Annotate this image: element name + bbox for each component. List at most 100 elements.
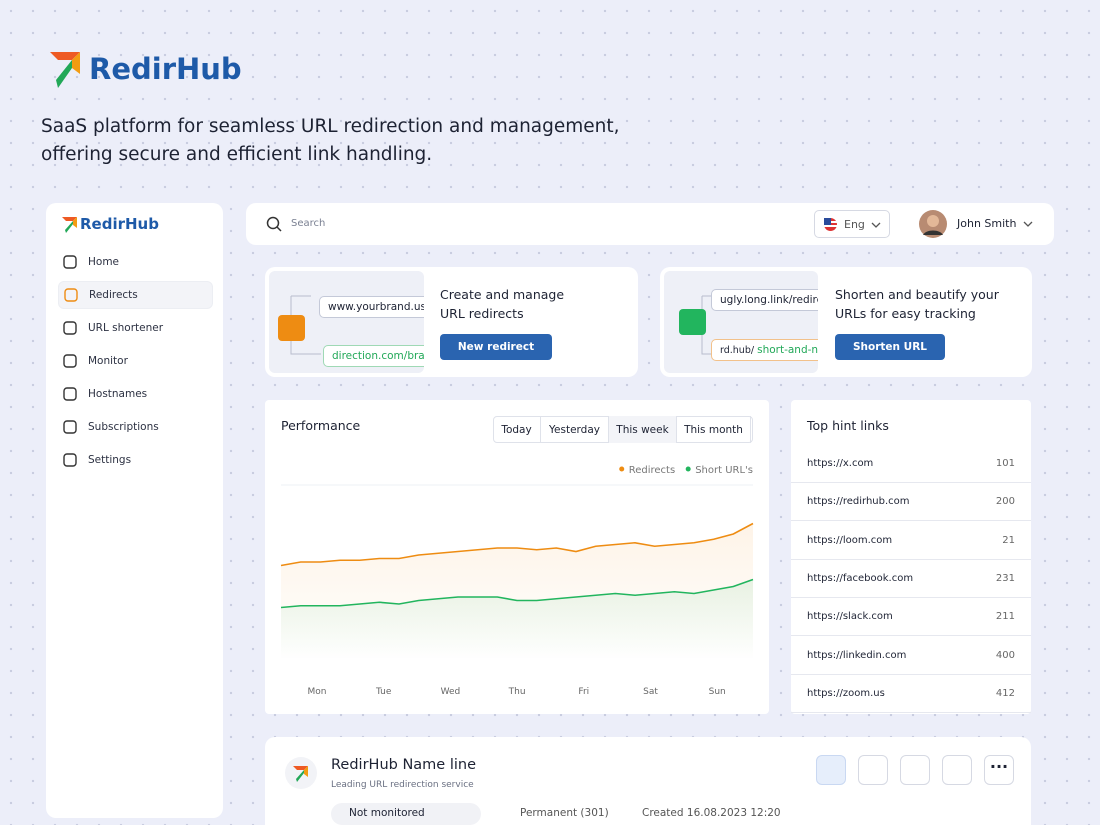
button-label: New redirect xyxy=(457,341,535,353)
chevron xyxy=(871,222,881,228)
link-count: 231 xyxy=(995,572,1015,584)
shorten-url-button[interactable]: Shorten URL xyxy=(835,334,945,360)
button-label: Shorten URL xyxy=(852,341,927,353)
icon-shape xyxy=(63,387,77,401)
monitor-tag: Not monitored xyxy=(331,803,481,825)
chevron xyxy=(1023,221,1033,227)
link-url[interactable]: https://linkedin.com xyxy=(807,649,907,661)
nav-icon xyxy=(63,321,77,335)
tag-label: Not monitored xyxy=(349,807,425,819)
performance-card: Performance Short URL's Redirects Mon Tue We… xyxy=(265,400,769,714)
sidebar: RedirHub Home Redirects URL shortener Monit… xyxy=(46,203,223,818)
icon-shape xyxy=(63,255,77,269)
nav-label: Hostnames xyxy=(88,388,148,400)
link-row: https://linkedin.com 400 xyxy=(791,637,1031,675)
search-input[interactable]: Search xyxy=(291,218,326,229)
tab[interactable]: Today xyxy=(493,416,541,443)
type-tag: Permanent (301) xyxy=(520,807,609,819)
avatar[interactable] xyxy=(919,210,947,238)
link-count: 211 xyxy=(995,611,1015,623)
nav-item[interactable]: Home xyxy=(58,248,213,276)
promo-text: Create and manage URL redirects xyxy=(440,285,564,323)
item-logo xyxy=(285,757,317,789)
x-tick-label: Tue xyxy=(375,687,392,697)
link-count: 400 xyxy=(995,649,1015,661)
open-button[interactable] xyxy=(858,755,888,785)
x-tick-label: Fri xyxy=(578,687,589,697)
url-pill: rd.hub/ short-and-nice xyxy=(711,339,818,361)
link-url[interactable]: https://slack.com xyxy=(807,611,893,623)
nav-item[interactable]: Settings xyxy=(58,446,213,474)
x-tick-label: Wed xyxy=(441,687,461,697)
url-pill: direction.com/brand xyxy=(323,345,424,367)
nav-icon xyxy=(63,387,77,401)
tab[interactable]: This week xyxy=(609,416,677,443)
qr-button[interactable] xyxy=(900,755,930,785)
nav-icon xyxy=(63,453,77,467)
line xyxy=(280,522,754,567)
sidebar-brand: RedirHub xyxy=(80,215,159,233)
x-tick-label: Mon xyxy=(308,687,327,697)
tagline-line: SaaS platform for seamless URL redirecti… xyxy=(41,116,620,137)
nav-item[interactable]: Subscriptions xyxy=(58,413,213,441)
more-button[interactable]: ··· xyxy=(984,755,1014,785)
nav-icon xyxy=(63,255,77,269)
promo-card: ugly.long.link/redirec rd.hub/ short-and… xyxy=(660,267,1032,377)
url-pill: ugly.long.link/redirec xyxy=(711,289,818,311)
nav-label: URL shortener xyxy=(88,322,164,334)
promo-card: www.yourbrand.us direction.com/brand Cre… xyxy=(265,267,638,377)
nav-item[interactable]: URL shortener xyxy=(58,314,213,342)
link-row: https://slack.com 211 xyxy=(791,598,1031,637)
language: Eng xyxy=(844,218,865,231)
edit-button[interactable] xyxy=(942,755,972,785)
tab[interactable]: Yesterday xyxy=(541,416,609,443)
nav-item[interactable]: Redirects xyxy=(58,281,213,309)
flag xyxy=(824,218,837,231)
new-redirect-button[interactable]: New redirect xyxy=(440,334,552,360)
x-tick-label: Thu xyxy=(508,687,526,697)
legend-dot xyxy=(685,466,691,472)
link-count: 412 xyxy=(995,687,1015,699)
promo-text: Shorten and beautify your URLs for easy t… xyxy=(835,285,999,323)
x-tick-label: Sun xyxy=(709,687,726,697)
link-count: 101 xyxy=(995,458,1015,469)
topbar: Search Eng John Smith xyxy=(246,203,1054,245)
link-url[interactable]: https://zoom.us xyxy=(807,687,885,699)
legend-label: Short URL's xyxy=(695,465,753,476)
logo-icon xyxy=(50,52,80,88)
nav-item[interactable]: Monitor xyxy=(58,347,213,375)
link-url[interactable]: https://loom.com xyxy=(807,534,893,546)
nav-label: Subscriptions xyxy=(88,421,159,433)
link-url[interactable]: https://redirhub.com xyxy=(807,496,910,508)
nav-icon xyxy=(63,354,77,368)
nav-label: Home xyxy=(88,256,120,268)
icon-shape xyxy=(63,354,77,368)
nav-icon xyxy=(64,288,78,302)
icon-shape xyxy=(63,321,77,335)
link-count: 21 xyxy=(1002,534,1015,546)
icon-shape xyxy=(63,420,77,434)
chart: Short URL's Redirects Mon Tue Wed Thu Fri Sat Su… xyxy=(280,465,754,697)
line xyxy=(280,578,754,609)
tab[interactable]: This month xyxy=(677,416,751,443)
nav-icon xyxy=(63,420,77,434)
link-row: https://redirhub.com 200 xyxy=(791,483,1031,522)
user-name[interactable]: John Smith xyxy=(957,217,1017,230)
link-url[interactable]: https://x.com xyxy=(807,458,874,469)
top-links-card: Top hint links https://x.com 101 https://r… xyxy=(791,400,1031,714)
link-row: https://zoom.us 412 xyxy=(791,675,1031,713)
logo-icon xyxy=(62,217,77,233)
link-url[interactable]: https://facebook.com xyxy=(807,572,914,584)
link-icon xyxy=(679,309,706,335)
text-line: URLs for easy tracking xyxy=(835,306,976,321)
brand: RedirHub xyxy=(89,52,242,86)
text-line: Shorten and beautify your xyxy=(835,287,999,302)
nav-label: Settings xyxy=(88,454,132,466)
language-select[interactable]: Eng xyxy=(814,210,890,238)
tagline: SaaS platform for seamless URL redirecti… xyxy=(41,113,620,169)
tagline-line: offering secure and efficient link handl… xyxy=(41,144,433,165)
copy-button[interactable] xyxy=(816,755,846,785)
illustration: www.yourbrand.us direction.com/brand xyxy=(269,271,424,373)
nav-item[interactable]: Hostnames xyxy=(58,380,213,408)
